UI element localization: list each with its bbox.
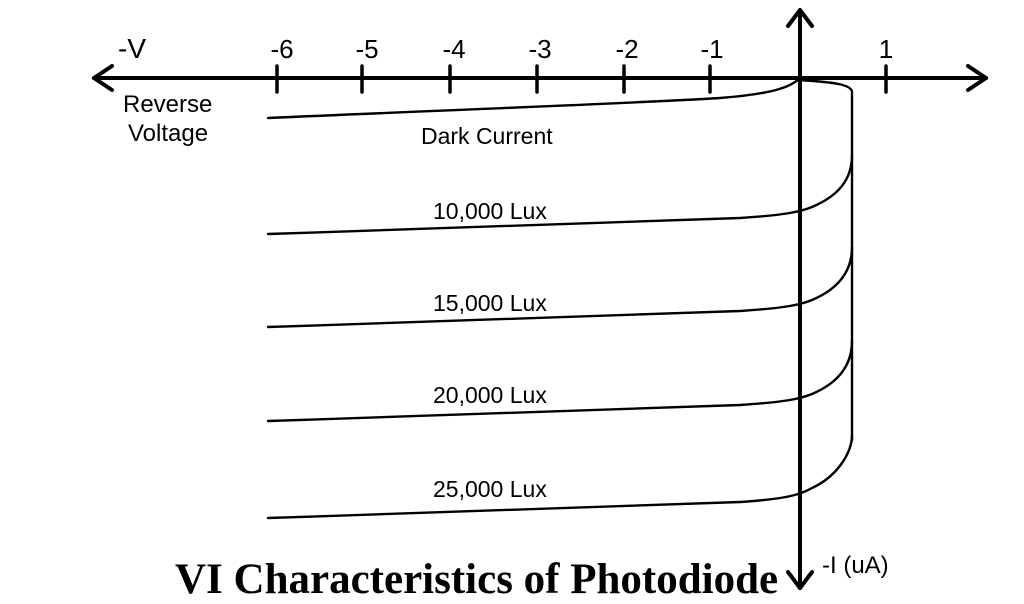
tick-label: -4 xyxy=(442,34,465,64)
forward-voltage-line xyxy=(798,78,854,442)
curve-label: 15,000 Lux xyxy=(433,290,547,316)
tick-label: -5 xyxy=(355,34,378,64)
y-axis xyxy=(786,8,814,590)
curve-25000-lux xyxy=(266,433,854,520)
diagram-title: VI Characteristics of Photodiode xyxy=(175,556,778,603)
tick-label: -3 xyxy=(528,34,551,64)
curve-10000-lux xyxy=(266,153,854,236)
curve-label: 10,000 Lux xyxy=(433,198,547,224)
tick-marks xyxy=(275,64,888,94)
curves xyxy=(266,76,854,520)
curve-label: 25,000 Lux xyxy=(433,476,547,502)
tick-label: -6 xyxy=(270,34,293,64)
curve-labels: Dark Current 10,000 Lux 15,000 Lux 20,00… xyxy=(421,123,553,502)
tick-labels: -6 -5 -4 -3 -2 -1 1 xyxy=(270,34,893,64)
x-negative-label: -V xyxy=(118,33,146,64)
x-axis-label-line1: Reverse xyxy=(123,91,212,118)
curve-label: 20,000 Lux xyxy=(433,382,547,408)
x-axis-label-line2: Voltage xyxy=(128,120,208,147)
tick-label: -1 xyxy=(700,34,723,64)
curve-label: Dark Current xyxy=(421,123,553,149)
curve-15000-lux xyxy=(266,245,854,329)
x-axis xyxy=(92,64,988,92)
y-axis-label: -I (uA) xyxy=(822,552,889,579)
tick-label: 1 xyxy=(879,34,893,64)
curve-20000-lux xyxy=(266,339,854,423)
curve-dark-current xyxy=(266,76,802,120)
tick-label: -2 xyxy=(615,34,638,64)
